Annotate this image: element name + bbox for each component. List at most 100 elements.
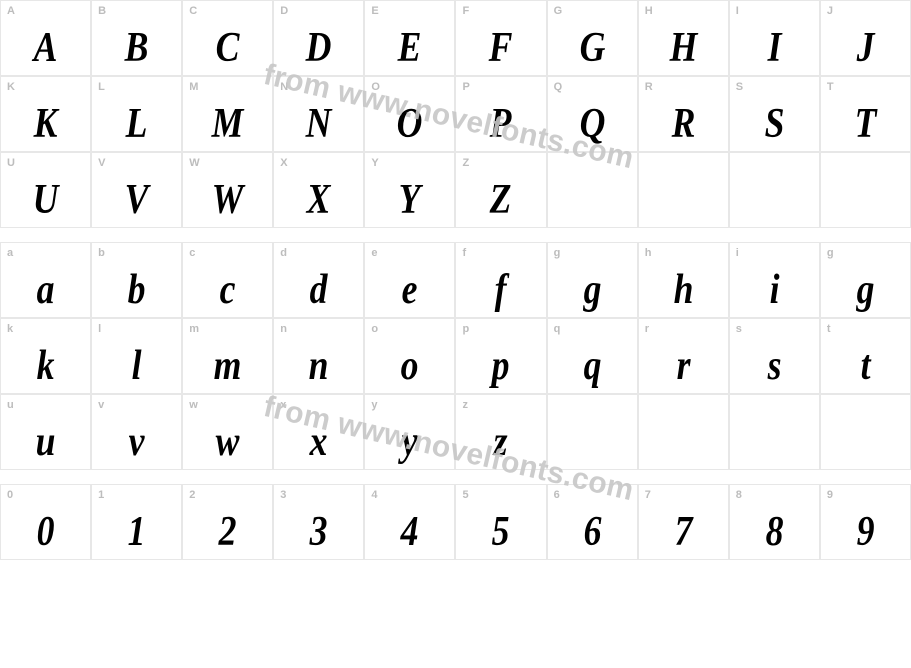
glyph: g [554, 269, 630, 311]
glyph-cell: kk [0, 318, 91, 394]
glyph-label: R [645, 81, 653, 93]
glyph-label: n [280, 323, 287, 335]
glyph: I [736, 27, 812, 69]
glyph-cell: ii [729, 242, 820, 318]
glyph-label: s [736, 323, 742, 335]
glyph-cell: GG [547, 0, 638, 76]
glyph: 7 [645, 511, 721, 553]
glyph-cell: 44 [364, 484, 455, 560]
glyph-label: B [98, 5, 106, 17]
glyph: U [8, 179, 84, 221]
glyph: S [736, 103, 812, 145]
glyph: Q [554, 103, 630, 145]
section-gap [0, 470, 911, 484]
glyph-label: h [645, 247, 652, 259]
glyph: p [463, 345, 539, 387]
glyph: v [99, 421, 175, 463]
glyph: q [554, 345, 630, 387]
glyph: c [190, 269, 266, 311]
glyph: i [736, 269, 812, 311]
glyph: 8 [736, 511, 812, 553]
glyph-label: x [280, 399, 286, 411]
glyph-cell: II [729, 0, 820, 76]
glyph-label: 8 [736, 489, 742, 501]
glyph-cell: HH [638, 0, 729, 76]
glyph-label: 9 [827, 489, 833, 501]
glyph-cell: dd [273, 242, 364, 318]
glyph: o [372, 345, 448, 387]
glyph-label: S [736, 81, 743, 93]
glyph-label: o [371, 323, 378, 335]
glyph-cell: YY [364, 152, 455, 228]
glyph-cell: 66 [547, 484, 638, 560]
font-specimen-grid: AABBCCDDEEFFGGHHIIJJKKLLMMNNOOPPQQRRSSTT… [0, 0, 911, 668]
glyph-cell: 22 [182, 484, 273, 560]
glyph-cell: ss [729, 318, 820, 394]
glyph: r [645, 345, 721, 387]
glyph: 0 [8, 511, 84, 553]
glyph-label: 1 [98, 489, 104, 501]
glyph-label: 5 [462, 489, 468, 501]
glyph-cell: WW [182, 152, 273, 228]
glyph: g [828, 269, 904, 311]
glyph-cell: pp [455, 318, 546, 394]
glyph-cell: BB [91, 0, 182, 76]
glyph-label: c [189, 247, 195, 259]
section-gap [0, 228, 911, 242]
glyph: C [190, 27, 266, 69]
glyph-cell: tt [820, 318, 911, 394]
glyph: G [554, 27, 630, 69]
glyph: 9 [828, 511, 904, 553]
glyph-label: v [98, 399, 104, 411]
glyph-label: a [7, 247, 13, 259]
glyph-cell: hh [638, 242, 729, 318]
glyph-label: r [645, 323, 649, 335]
glyph-cell: zz [455, 394, 546, 470]
glyph: n [281, 345, 357, 387]
glyph-label: I [736, 5, 739, 17]
glyph: a [8, 269, 84, 311]
glyph: t [828, 345, 904, 387]
glyph: B [99, 27, 175, 69]
glyph: Y [372, 179, 448, 221]
glyph-label: m [189, 323, 199, 335]
glyph-cell: ll [91, 318, 182, 394]
glyph-cell: LL [91, 76, 182, 152]
glyph-cell: 55 [455, 484, 546, 560]
glyph-label: f [462, 247, 466, 259]
glyph-label: i [736, 247, 739, 259]
section-lowercase: aabbccddeeffgghhiiggkkllmmnnooppqqrrsstt… [0, 242, 911, 470]
glyph: e [372, 269, 448, 311]
glyph: h [645, 269, 721, 311]
glyph-label: Q [554, 81, 563, 93]
glyph-label: l [98, 323, 101, 335]
glyph-cell: VV [91, 152, 182, 228]
glyph-label: z [462, 399, 468, 411]
glyph: K [8, 103, 84, 145]
glyph-cell: FF [455, 0, 546, 76]
glyph-label: M [189, 81, 198, 93]
glyph: T [828, 103, 904, 145]
glyph-cell-empty [638, 394, 729, 470]
glyph-cell: qq [547, 318, 638, 394]
glyph-cell: UU [0, 152, 91, 228]
glyph: 1 [99, 511, 175, 553]
glyph: M [190, 103, 266, 145]
glyph-cell: PP [455, 76, 546, 152]
glyph-cell: XX [273, 152, 364, 228]
glyph: P [463, 103, 539, 145]
glyph: W [190, 179, 266, 221]
glyph-cell: gg [547, 242, 638, 318]
glyph-cell: yy [364, 394, 455, 470]
glyph-cell: NN [273, 76, 364, 152]
glyph-cell: CC [182, 0, 273, 76]
glyph-label: E [371, 5, 378, 17]
glyph-cell: RR [638, 76, 729, 152]
glyph-cell: AA [0, 0, 91, 76]
glyph-cell-empty [820, 394, 911, 470]
glyph-label: O [371, 81, 380, 93]
glyph-label: q [554, 323, 561, 335]
glyph-label: t [827, 323, 831, 335]
glyph-label: k [7, 323, 13, 335]
glyph: 3 [281, 511, 357, 553]
